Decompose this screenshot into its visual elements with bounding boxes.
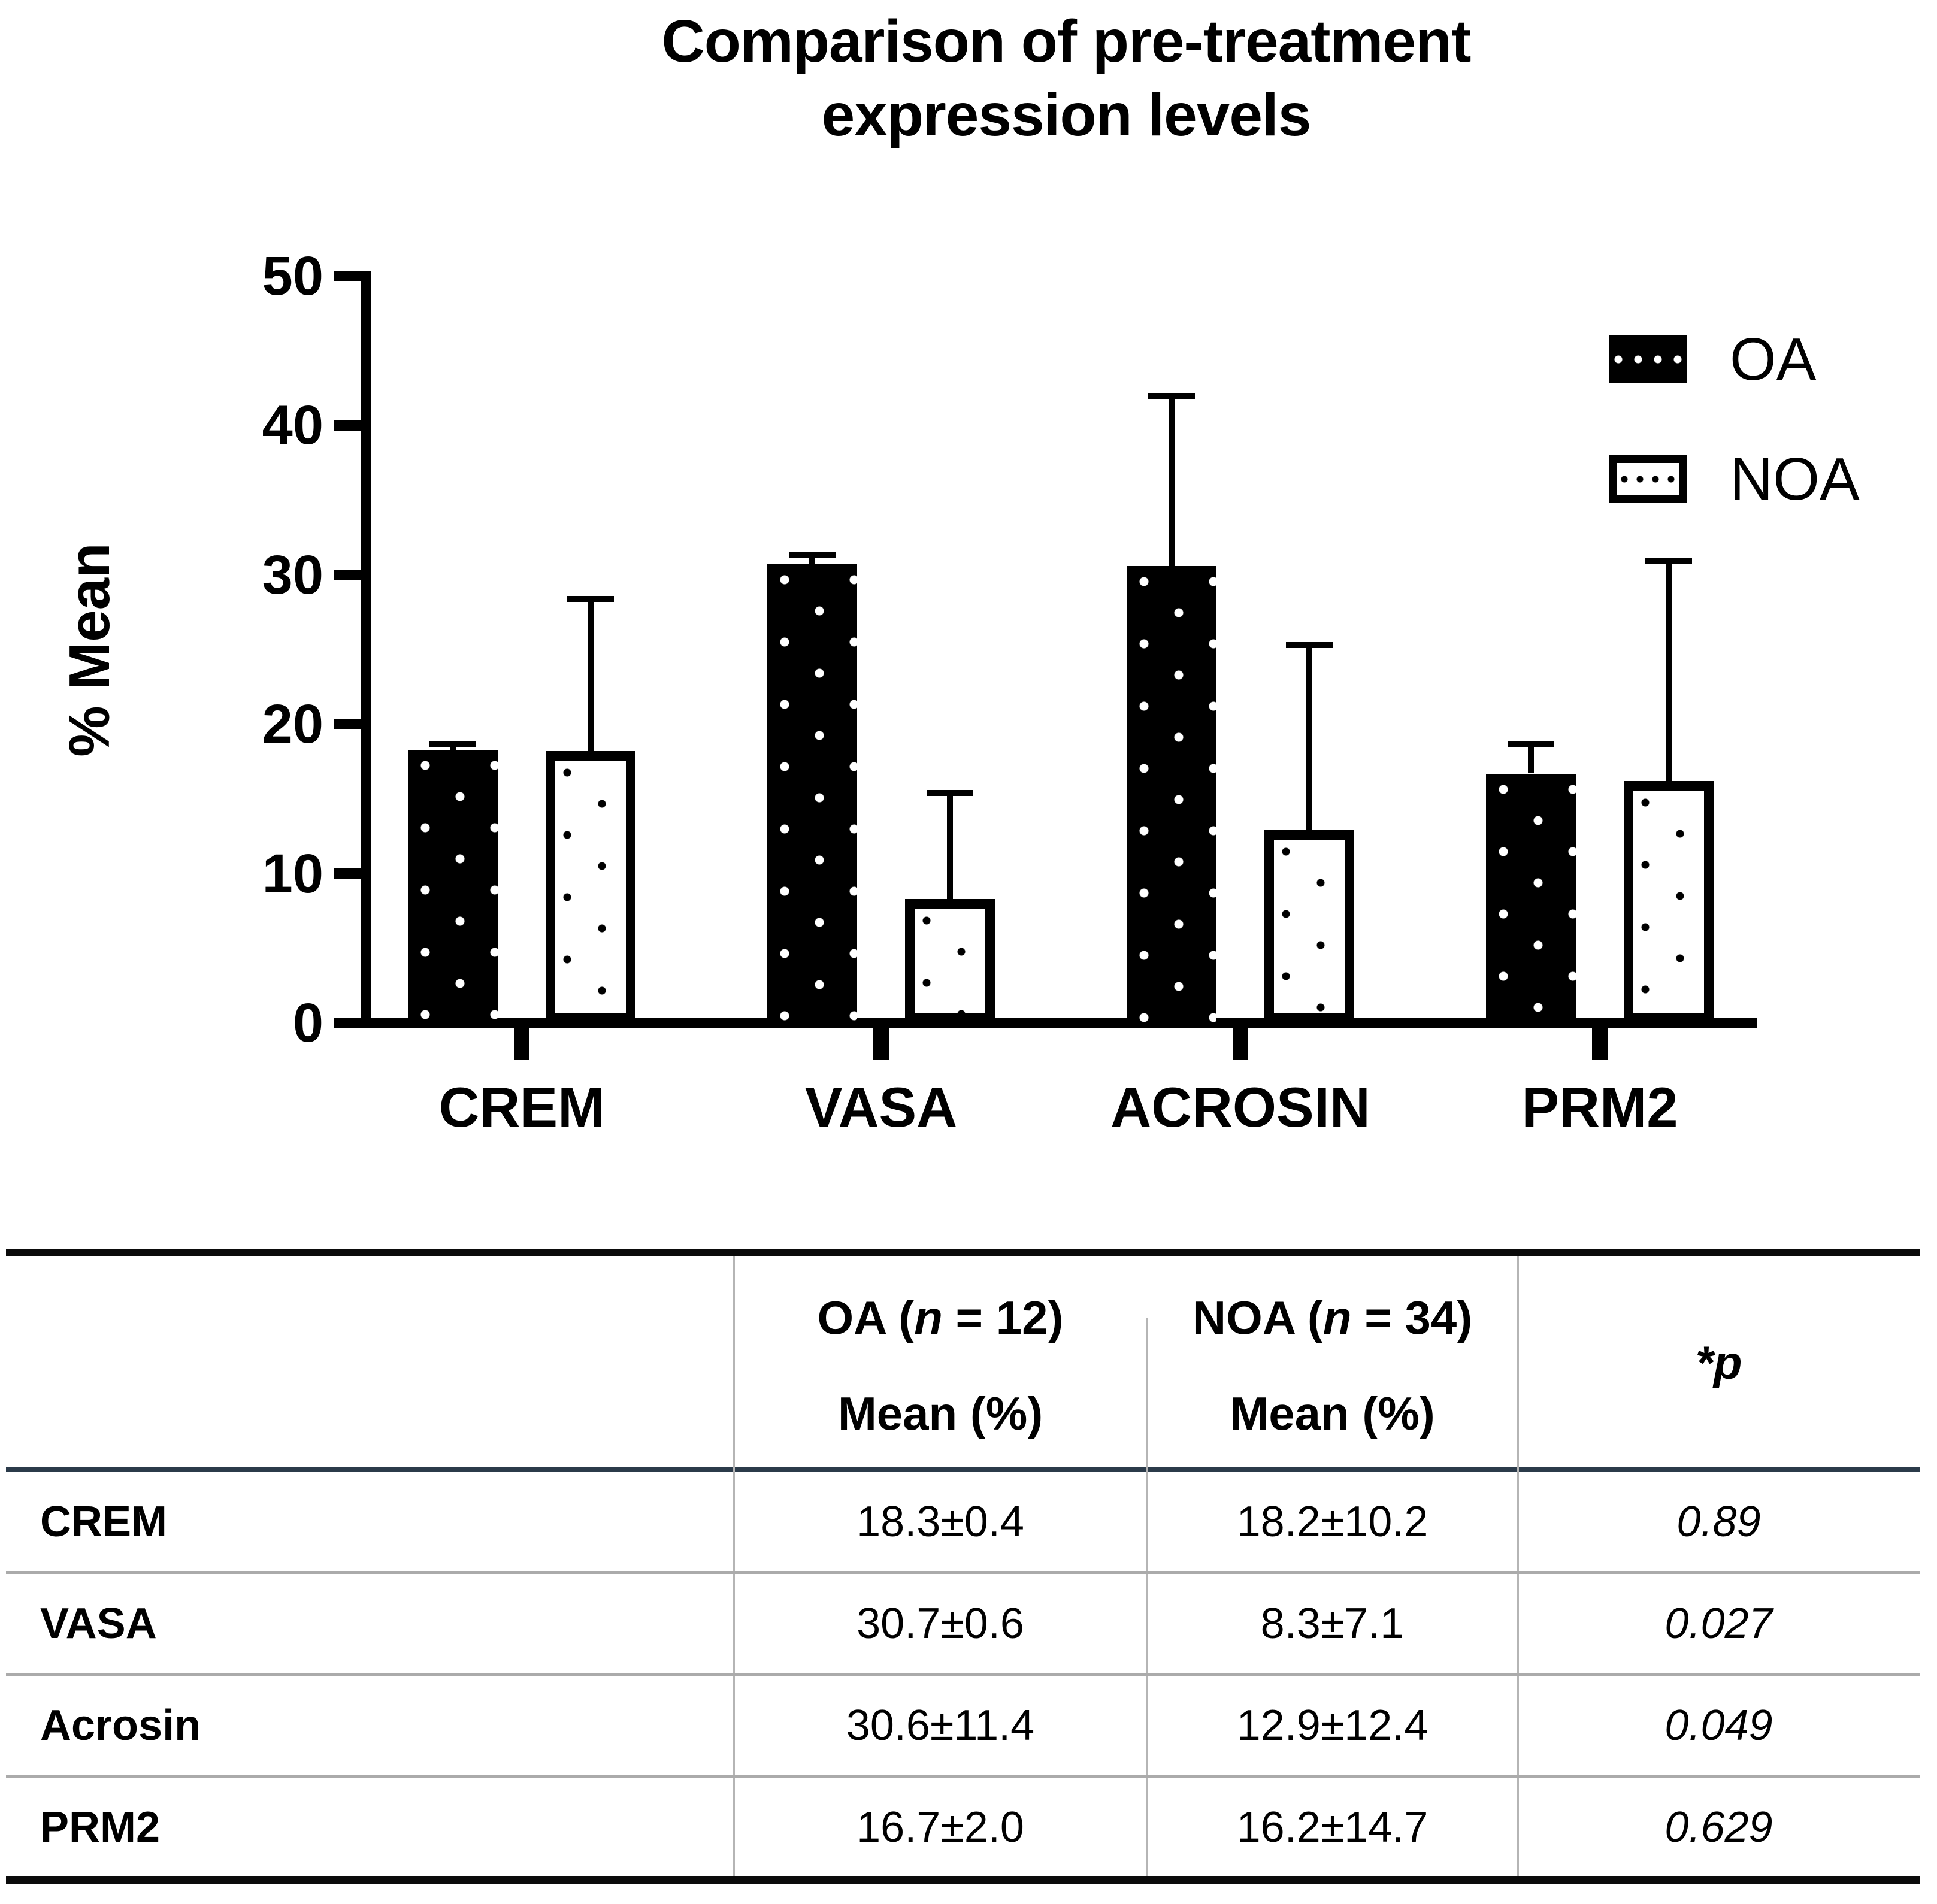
- legend-label-noa: NOA: [1730, 446, 1860, 513]
- table-header-oa-n: n: [914, 1291, 943, 1344]
- legend-item-noa: NOA: [1609, 446, 1860, 513]
- y-tick-label: 40: [262, 395, 323, 456]
- bar-oa-vasa: [767, 564, 857, 1023]
- y-tick: [334, 868, 361, 879]
- chart-title-line1: Comparison of pre-treatment: [661, 8, 1472, 75]
- table-cell-p-value: 0.89: [1676, 1497, 1761, 1546]
- table-header-noa-text: NOA (: [1192, 1291, 1323, 1344]
- table-cell-noa-mean: 18.2±10.2: [1236, 1497, 1428, 1546]
- error-bar-cap-noa-vasa: [927, 789, 973, 796]
- y-tick: [334, 569, 361, 580]
- table-cell-p-value: 0.049: [1664, 1701, 1773, 1749]
- table-cell-label: PRM2: [40, 1803, 161, 1851]
- error-bar-line-noa-vasa: [947, 792, 953, 899]
- table-cell-oa-mean: 30.7±0.6: [856, 1599, 1024, 1648]
- y-tick-label: 0: [292, 992, 323, 1054]
- table-cell-p-value: 0.027: [1664, 1599, 1773, 1648]
- table-column-divider-3: [1517, 1256, 1519, 1876]
- table-header-divider: [6, 1467, 1920, 1472]
- table-cell-noa-mean: 16.2±14.7: [1236, 1803, 1428, 1851]
- stats-table: OA (n = 12) Mean (%) NOA (n = 34) Mean (…: [6, 1249, 1920, 1884]
- error-bar-cap-noa-prm2: [1645, 558, 1692, 565]
- table-header-noa-n: n: [1322, 1291, 1352, 1344]
- table-header-p: *p: [1695, 1336, 1742, 1389]
- table-row-prm2: PRM2 16.7±2.0 16.2±14.7 0.629: [6, 1778, 1920, 1876]
- table-cell-noa-mean: 12.9±12.4: [1236, 1701, 1428, 1749]
- table-cell-oa-mean: 16.7±2.0: [856, 1803, 1024, 1851]
- error-bar-line-oa-prm2: [1528, 743, 1534, 774]
- bar-oa-crem: [408, 749, 498, 1023]
- error-bar-line-noa-acrosin: [1306, 645, 1312, 831]
- table-row-acrosin: Acrosin 30.6±11.4 12.9±12.4 0.049: [6, 1676, 1920, 1778]
- table-cell-oa-mean: 30.6±11.4: [846, 1701, 1035, 1749]
- table-row-vasa: VASA 30.7±0.6 8.3±7.1 0.027: [6, 1574, 1920, 1676]
- y-tick: [334, 719, 361, 730]
- table-header-oa-text: OA (: [817, 1291, 915, 1344]
- x-tick-prm2: [1592, 1028, 1608, 1060]
- y-tick-label: 20: [262, 694, 323, 755]
- table-cell-label: CREM: [40, 1497, 167, 1546]
- error-bar-line-noa-prm2: [1666, 561, 1672, 781]
- y-axis-line: [361, 271, 371, 1028]
- x-tick-acrosin: [1233, 1028, 1248, 1060]
- table-cell-label: VASA: [40, 1599, 157, 1648]
- error-bar-cap-noa-acrosin: [1286, 642, 1333, 649]
- table-header-noa-mean: Mean (%): [1230, 1387, 1435, 1440]
- table-top-border: [6, 1249, 1920, 1256]
- y-tick-label: 50: [262, 246, 323, 307]
- error-bar-cap-oa-vasa: [789, 552, 836, 559]
- legend-item-oa: OA: [1609, 326, 1817, 393]
- x-tick-crem: [514, 1028, 529, 1060]
- y-axis-label: % Mean: [57, 543, 122, 757]
- chart-title-line2: expression levels: [821, 81, 1312, 149]
- table-cell-label: Acrosin: [40, 1701, 201, 1749]
- x-tick-vasa: [873, 1028, 889, 1060]
- bar-noa-crem: [546, 751, 635, 1023]
- y-tick: [334, 420, 361, 431]
- table-rows: CREM 18.3±0.4 18.2±10.2 0.89 VASA 30.7±0.6 8.3…: [6, 1472, 1920, 1876]
- category-label-prm2: PRM2: [1521, 1076, 1678, 1139]
- table-cell-noa-mean: 8.3±7.1: [1260, 1599, 1405, 1648]
- table-cell-oa-mean: 18.3±0.4: [856, 1497, 1024, 1546]
- chart-title: Comparison of pre-treatment expression l…: [617, 5, 1515, 152]
- x-axis-line: [334, 1018, 1757, 1028]
- legend-swatch-noa-icon: [1609, 455, 1687, 503]
- category-label-vasa: VASA: [804, 1076, 958, 1139]
- table-column-divider-1: [733, 1256, 735, 1876]
- y-tick: [334, 271, 361, 281]
- category-label-crem: CREM: [438, 1076, 605, 1139]
- bar-noa-prm2: [1624, 780, 1714, 1023]
- table-row-crem: CREM 18.3±0.4 18.2±10.2 0.89: [6, 1472, 1920, 1574]
- legend-swatch-oa-icon: [1609, 335, 1687, 383]
- error-bar-cap-oa-crem: [429, 740, 476, 747]
- bar-noa-vasa: [905, 898, 995, 1023]
- bar-oa-prm2: [1486, 773, 1576, 1023]
- table-header-oa-count: = 12): [942, 1291, 1064, 1344]
- y-tick-label: 10: [262, 843, 323, 904]
- category-label-acrosin: ACROSIN: [1110, 1076, 1370, 1139]
- y-tick-label: 30: [262, 544, 323, 606]
- table-header-noa: NOA (n = 34): [1147, 1285, 1518, 1351]
- table-bottom-border: [6, 1876, 1920, 1884]
- table-column-divider-2: [1146, 1318, 1148, 1876]
- error-bar-cap-oa-acrosin: [1148, 392, 1195, 399]
- error-bar-cap-oa-prm2: [1508, 740, 1554, 747]
- bar-oa-acrosin: [1127, 565, 1216, 1023]
- error-bar-line-oa-acrosin: [1169, 395, 1175, 566]
- table-cell-p-value: 0.629: [1664, 1803, 1773, 1851]
- error-bar-line-oa-vasa: [809, 555, 815, 565]
- table-header-oa-mean: Mean (%): [837, 1387, 1043, 1440]
- table-header-noa-count: = 34): [1351, 1291, 1473, 1344]
- table-header-oa: OA (n = 12): [734, 1285, 1147, 1351]
- error-bar-line-noa-crem: [588, 598, 594, 752]
- error-bar-cap-noa-crem: [567, 595, 614, 602]
- bar-noa-acrosin: [1264, 830, 1354, 1023]
- legend-label-oa: OA: [1730, 326, 1817, 393]
